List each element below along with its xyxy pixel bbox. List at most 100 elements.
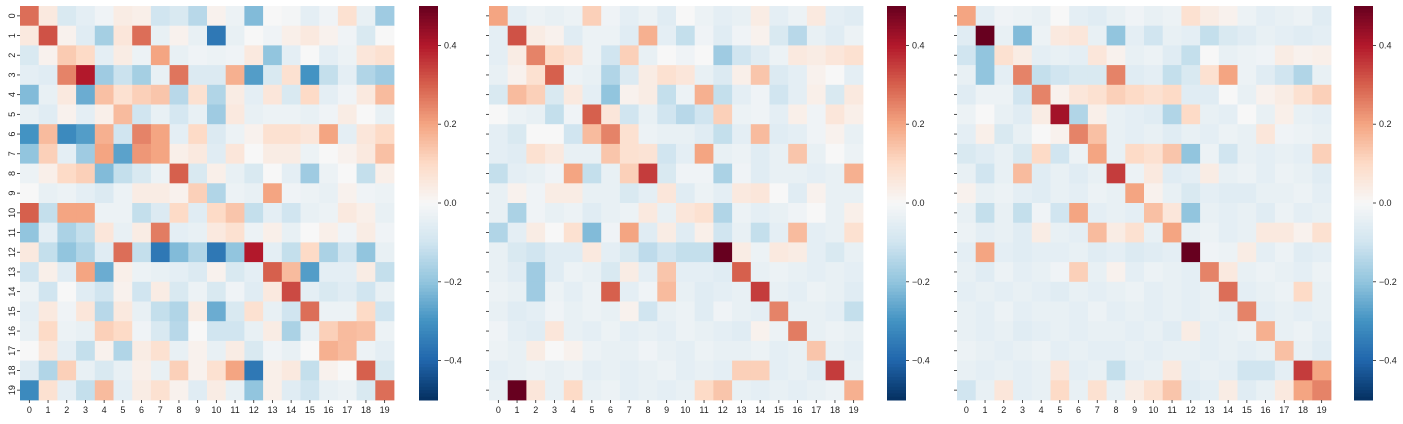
- heatmap-cell: [150, 45, 170, 66]
- colorbar-segment: [887, 357, 906, 362]
- heatmap-cell: [676, 360, 696, 381]
- heatmap-cell: [1031, 183, 1051, 204]
- heatmap-cell: [1125, 84, 1145, 105]
- heatmap-cell: [244, 143, 264, 164]
- heatmap-cell: [825, 222, 845, 243]
- colorbar-segment: [419, 58, 438, 63]
- heatmap-cell: [57, 25, 77, 46]
- heatmap-cell: [994, 340, 1014, 361]
- heatmap-cell: [300, 45, 320, 66]
- heatmap-cell: [619, 242, 639, 263]
- heatmap-cell: [263, 45, 283, 66]
- heatmap-cell: [300, 124, 320, 145]
- heatmap-cell: [281, 25, 301, 46]
- heatmap-cell: [788, 360, 808, 381]
- heatmap-cell: [563, 360, 583, 381]
- heatmap-cell: [38, 281, 58, 302]
- colorbar-segment: [887, 239, 906, 243]
- heatmap-cell: [769, 124, 789, 145]
- colorbar-segment: [419, 203, 438, 207]
- heatmap-cell: [975, 340, 995, 361]
- colorbar-segment: [419, 350, 438, 355]
- heatmap-cell: [1218, 301, 1238, 322]
- colorbar-segment: [419, 84, 438, 89]
- heatmap-cell: [806, 6, 826, 27]
- colorbar-segment: [887, 143, 906, 148]
- x-tick-label: 11: [699, 405, 708, 415]
- heatmap-cell: [38, 124, 58, 145]
- heatmap-cell: [1087, 163, 1107, 184]
- heatmap-cell: [676, 380, 696, 401]
- heatmap-cell: [619, 25, 639, 46]
- colorbar-segment: [887, 262, 906, 266]
- heatmap-cell: [57, 321, 77, 342]
- colorbar-segment: [419, 127, 438, 132]
- heatmap-cell: [994, 281, 1014, 302]
- heatmap-cell: [300, 104, 320, 125]
- heatmap-cell: [1256, 242, 1276, 263]
- heatmap-cell: [825, 321, 845, 342]
- heatmap-cell: [1162, 104, 1182, 125]
- heatmap-cell: [225, 203, 245, 224]
- heatmap-cell: [38, 183, 58, 204]
- heatmap-cell: [225, 45, 245, 66]
- heatmap-cell: [1237, 143, 1257, 164]
- heatmap-cell: [769, 143, 789, 164]
- heatmap-cell: [244, 6, 264, 27]
- heatmap-cell: [38, 340, 58, 361]
- heatmap-cell: [169, 242, 189, 263]
- colorbar-segment: [1354, 334, 1373, 339]
- heatmap-cell: [769, 360, 789, 381]
- heatmap-cell: [806, 25, 826, 46]
- heatmap-cell: [1200, 281, 1220, 302]
- colorbar-segment: [887, 199, 906, 204]
- colorbar-segment: [887, 321, 906, 325]
- heatmap-cell: [1087, 6, 1107, 27]
- heatmap-cell: [1013, 281, 1033, 302]
- heatmap-cell: [57, 340, 77, 361]
- heatmap-cell: [1069, 203, 1089, 224]
- heatmap-cell: [788, 183, 808, 204]
- colorbar: 0.40.20.0−0.2−0.4: [1354, 6, 1397, 401]
- heatmap-cell: [1087, 25, 1107, 46]
- colorbar-segment: [887, 137, 906, 142]
- heatmap-cell: [132, 143, 152, 164]
- heatmap-cell: [94, 143, 114, 164]
- heatmap-cell: [76, 104, 96, 125]
- colorbar-segment: [1354, 127, 1373, 132]
- colorbar-segment: [1354, 150, 1373, 155]
- heatmap-cell: [94, 242, 114, 263]
- heatmap-cell: [769, 301, 789, 322]
- colorbar-segment: [887, 216, 906, 220]
- heatmap-cell: [1125, 262, 1145, 283]
- heatmap-cell: [975, 124, 995, 145]
- heatmap-cell: [526, 301, 546, 322]
- heatmap-cell: [57, 281, 77, 302]
- heatmap-cell: [1200, 380, 1220, 401]
- colorbar-segment: [887, 183, 906, 188]
- heatmap-cell: [300, 84, 320, 105]
- heatmap-cell: [375, 321, 395, 342]
- heatmap-cell: [169, 84, 189, 105]
- heatmap-cell: [207, 84, 227, 105]
- heatmap-cell: [281, 143, 301, 164]
- heatmap-cell: [676, 262, 696, 283]
- heatmap-cell: [169, 340, 189, 361]
- heatmap-cell: [188, 321, 208, 342]
- heatmap-cell: [225, 6, 245, 27]
- heatmap-cell: [150, 262, 170, 283]
- colorbar-segment: [419, 196, 438, 201]
- heatmap-cell: [1013, 262, 1033, 283]
- heatmap-cell: [113, 6, 133, 27]
- heatmap-cell: [263, 25, 283, 46]
- heatmap-cell: [1256, 104, 1276, 125]
- heatmap-cell: [825, 301, 845, 322]
- heatmap-cell: [281, 360, 301, 381]
- heatmap-cell: [1144, 163, 1164, 184]
- heatmap-cell: [76, 262, 96, 283]
- x-tick-label: 11: [230, 405, 239, 415]
- heatmap-cell: [1106, 84, 1126, 105]
- colorbar-segment: [887, 15, 906, 20]
- heatmap-cell: [188, 380, 208, 401]
- heatmap-cell: [619, 281, 639, 302]
